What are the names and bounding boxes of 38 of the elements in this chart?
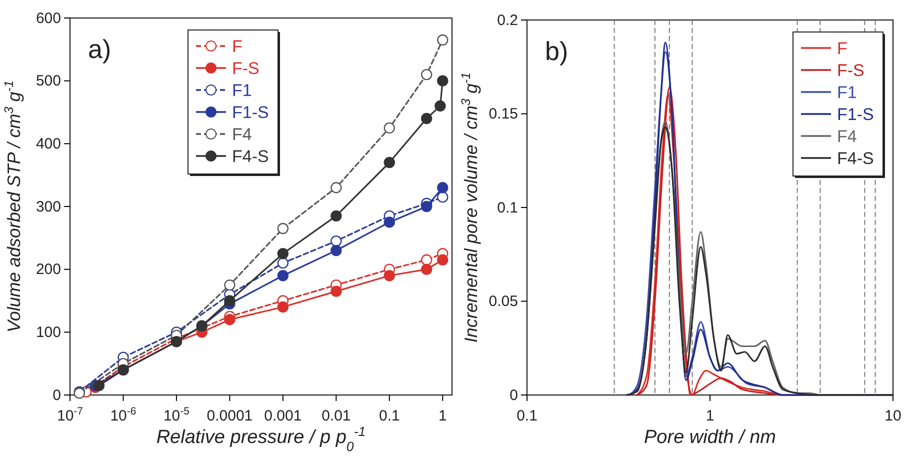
legend-label: F1 (837, 83, 857, 102)
legend-label: F1-S (232, 103, 269, 122)
annotation: a) (88, 34, 112, 64)
y-tick-label: 200 (36, 261, 61, 278)
x-tick-label: 1 (706, 408, 714, 424)
y-tick-label: 0.05 (488, 293, 518, 310)
y-tick-label: 500 (36, 72, 61, 90)
x-tick-label: 10$^{-6}$ (110, 406, 136, 424)
legend-label: F1-S (837, 105, 874, 124)
x-tick-label: 0.1 (516, 408, 538, 424)
legend-label: F-S (232, 59, 260, 78)
x-tick-label: 10$^{-5}$ (163, 406, 190, 424)
x-tick-label: 0.001 (264, 408, 302, 424)
y-tick-label: 0 (52, 386, 61, 404)
x-tick-label: 10$^{-7}$ (56, 406, 84, 424)
y-tick-label: 0.2 (497, 12, 518, 29)
y-tick-label: 300 (36, 198, 61, 216)
y-tick-label: 0.15 (488, 106, 518, 123)
x-tick-label: 10 (884, 408, 902, 424)
legend-label: F4-S (232, 147, 269, 166)
x-axis-title: Pore width / nm (644, 427, 776, 448)
legend-label: F (232, 37, 242, 56)
x-tick-label: 0.1 (378, 408, 400, 424)
y-tick-label: 100 (36, 324, 61, 341)
annotation: b) (545, 36, 568, 66)
y-tick-label: 0.1 (497, 199, 518, 216)
legend-label: F-S (837, 61, 864, 80)
y-tick-label: 0 (510, 386, 518, 404)
y-tick-label: 600 (36, 10, 61, 27)
legend-label: F (837, 39, 848, 58)
legend-label: F4 (232, 125, 252, 144)
x-tick-label: 0.01 (322, 408, 351, 424)
legend-label: F4 (837, 127, 857, 146)
y-tick-label: 400 (36, 135, 61, 152)
legend-label: F4-S (837, 149, 874, 168)
x-tick-label: 1 (438, 408, 447, 424)
legend-label: F1 (232, 81, 252, 100)
x-tick-label: 0.0001 (206, 408, 253, 424)
